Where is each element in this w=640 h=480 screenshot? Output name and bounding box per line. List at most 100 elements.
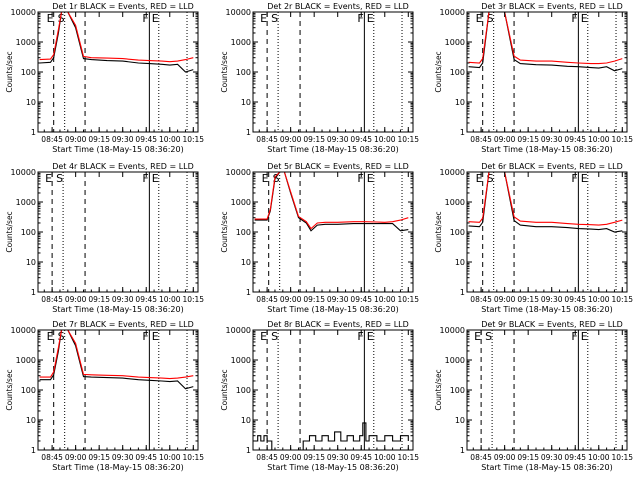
marker-label: F: [571, 12, 577, 25]
y-tick-label: 1000: [16, 356, 36, 365]
chart-title: Det 2r BLACK = Events, RED = LLD: [267, 2, 409, 11]
x-tick-label: 10:15: [182, 453, 204, 462]
x-tick-label: 09:30: [327, 453, 349, 462]
x-tick-label: 09:15: [303, 135, 325, 144]
x-tick-label: 10:15: [397, 453, 419, 462]
x-axis-label: Start Time (18-May-15 08:36:20): [52, 305, 183, 314]
x-tick-label: 09:45: [350, 295, 372, 304]
series-line-lld: [468, 12, 623, 65]
marker-label: E: [262, 172, 269, 185]
x-tick-label: 10:15: [182, 295, 204, 304]
y-axis-label: Counts/sec: [220, 369, 229, 410]
x-axis-label: Start Time (18-May-15 08:36:20): [481, 305, 612, 314]
y-tick-label: 1: [31, 446, 36, 455]
marker-label: S: [58, 330, 65, 343]
y-tick-label: 10: [26, 416, 36, 425]
x-tick-label: 09:30: [327, 135, 349, 144]
x-tick-label: 09:15: [303, 453, 325, 462]
y-tick-label: 10000: [11, 8, 36, 17]
marker-label: S: [487, 172, 494, 185]
y-tick-label: 10: [241, 416, 251, 425]
y-tick-label: 10: [455, 258, 465, 267]
x-tick-label: 10:15: [611, 135, 633, 144]
x-tick-label: 09:00: [65, 295, 87, 304]
y-tick-label: 100: [236, 386, 251, 395]
marker-label: S: [271, 330, 278, 343]
marker-label: S: [58, 12, 65, 25]
y-tick-label: 10: [455, 416, 465, 425]
x-tick-label: 09:15: [88, 295, 110, 304]
series-group: [39, 330, 194, 390]
x-tick-label: 08:45: [256, 295, 278, 304]
series-line-lld: [39, 330, 194, 380]
y-tick-label: 100: [21, 386, 36, 395]
x-tick-label: 10:15: [397, 135, 419, 144]
y-axis-label: Counts/sec: [220, 51, 229, 92]
series-line-lld: [39, 12, 194, 63]
marker-label: E: [367, 172, 374, 185]
marker-label: S: [273, 172, 280, 185]
series-line-events: [254, 172, 409, 232]
x-tick-label: 09:00: [65, 135, 87, 144]
marker-label: E: [47, 12, 54, 25]
x-tick-label: 09:00: [494, 295, 516, 304]
y-tick-label: 1000: [231, 38, 251, 47]
x-tick-label: 09:30: [327, 295, 349, 304]
y-tick-label: 10: [241, 258, 251, 267]
chart-title: Det 9r BLACK = Events, RED = LLD: [481, 320, 623, 329]
plot-frame: [37, 329, 199, 451]
y-tick-label: 1: [246, 288, 251, 297]
y-tick-label: 10000: [440, 8, 465, 17]
marker-label: E: [367, 12, 374, 25]
y-tick-label: 1: [246, 446, 251, 455]
marker-label: F: [357, 330, 363, 343]
chart-title: Det 8r BLACK = Events, RED = LLD: [267, 320, 409, 329]
x-tick-label: 08:45: [256, 135, 278, 144]
x-tick-label: 09:45: [564, 295, 586, 304]
y-tick-label: 1000: [231, 198, 251, 207]
x-tick-label: 10:00: [374, 453, 396, 462]
x-tick-label: 09:15: [517, 453, 539, 462]
x-axis-label: Start Time (18-May-15 08:36:20): [267, 463, 398, 472]
marker-label: S: [56, 172, 63, 185]
series-line-lld: [254, 172, 409, 230]
y-axis-label: Counts/sec: [434, 211, 443, 252]
x-axis-label: Start Time (18-May-15 08:36:20): [481, 145, 612, 154]
y-tick-label: 100: [21, 228, 36, 237]
y-tick-label: 1: [460, 446, 465, 455]
marker-label: E: [260, 330, 267, 343]
y-axis-label: Counts/sec: [220, 211, 229, 252]
x-tick-label: 09:45: [135, 453, 157, 462]
series-group: [39, 12, 194, 73]
series-group: [254, 422, 409, 450]
y-axis-label: Counts/sec: [5, 211, 14, 252]
y-tick-label: 1: [31, 128, 36, 137]
marker-label: F: [142, 172, 148, 185]
x-tick-label: 09:30: [112, 135, 134, 144]
marker-label: E: [152, 172, 159, 185]
x-tick-label: 08:45: [41, 135, 63, 144]
x-tick-label: 10:00: [588, 295, 610, 304]
y-axis-label: Counts/sec: [434, 369, 443, 410]
chart-title: Det 3r BLACK = Events, RED = LLD: [481, 2, 623, 11]
y-tick-label: 100: [450, 386, 465, 395]
y-axis-label: Counts/sec: [5, 51, 14, 92]
marker-label: E: [581, 12, 588, 25]
chart-title: Det 7r BLACK = Events, RED = LLD: [52, 320, 194, 329]
marker-label: E: [152, 12, 159, 25]
plot-frame: [37, 171, 199, 293]
series-line-events: [254, 422, 409, 450]
series-group: [254, 172, 409, 232]
marker-label: F: [142, 12, 148, 25]
chart-title: Det 1r BLACK = Events, RED = LLD: [52, 2, 194, 11]
y-tick-label: 10000: [226, 168, 251, 177]
x-tick-label: 09:45: [564, 135, 586, 144]
